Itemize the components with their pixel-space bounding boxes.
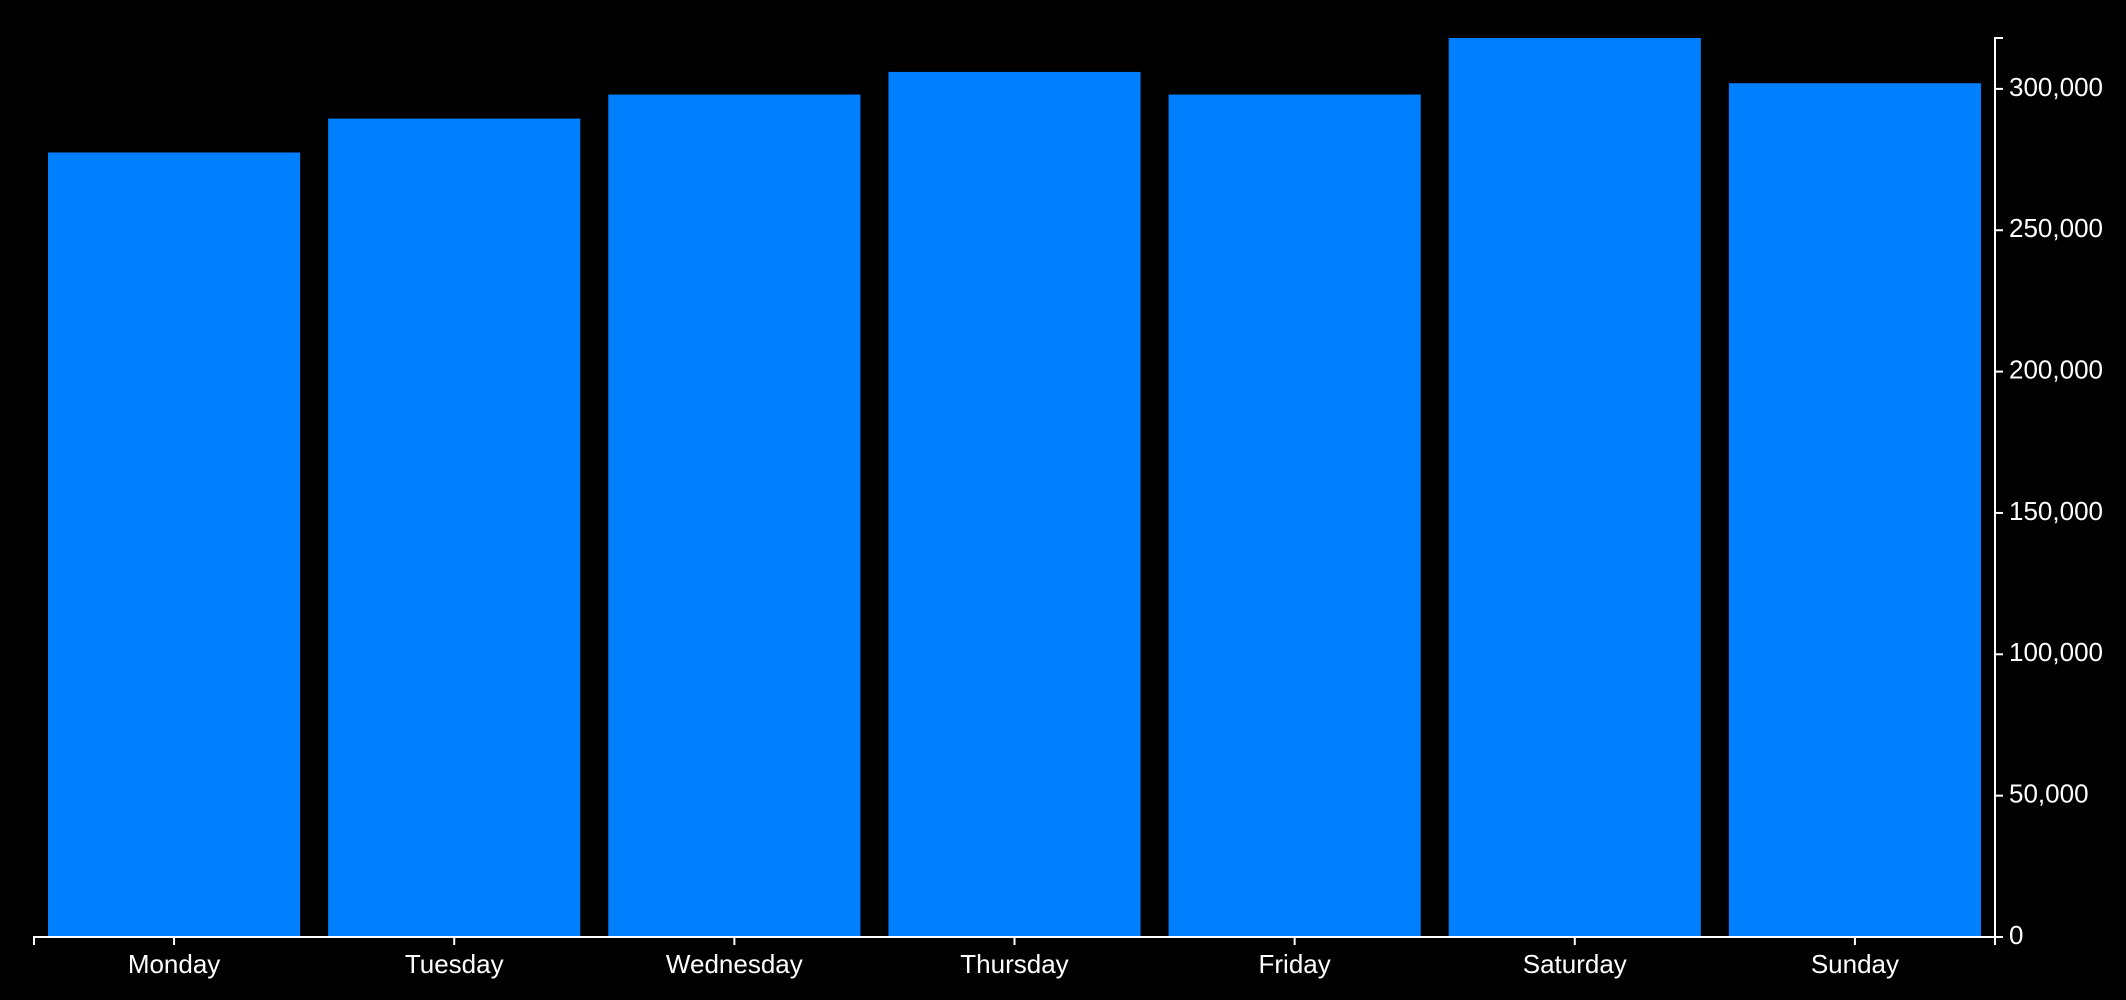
y-tick-label: 50,000 xyxy=(2009,779,2089,809)
y-tick-label: 0 xyxy=(2009,920,2023,950)
bar xyxy=(1448,38,1701,937)
x-tick-label: Monday xyxy=(128,949,221,979)
bar xyxy=(888,71,1141,937)
x-tick-label: Thursday xyxy=(960,949,1068,979)
x-tick-label: Saturday xyxy=(1523,949,1627,979)
x-tick-label: Tuesday xyxy=(405,949,504,979)
y-tick-label: 300,000 xyxy=(2009,72,2103,102)
x-tick-label: Wednesday xyxy=(666,949,803,979)
y-tick-label: 100,000 xyxy=(2009,637,2103,667)
x-tick-label: Friday xyxy=(1259,949,1331,979)
bar xyxy=(48,152,301,937)
bar xyxy=(1168,94,1421,937)
bar xyxy=(608,94,861,937)
bar xyxy=(328,118,581,938)
y-tick-label: 200,000 xyxy=(2009,354,2103,384)
y-tick-label: 150,000 xyxy=(2009,496,2103,526)
y-tick-label: 250,000 xyxy=(2009,213,2103,243)
y-axis xyxy=(1994,37,2003,938)
x-tick-label: Sunday xyxy=(1811,949,1899,979)
bar xyxy=(1728,83,1981,937)
